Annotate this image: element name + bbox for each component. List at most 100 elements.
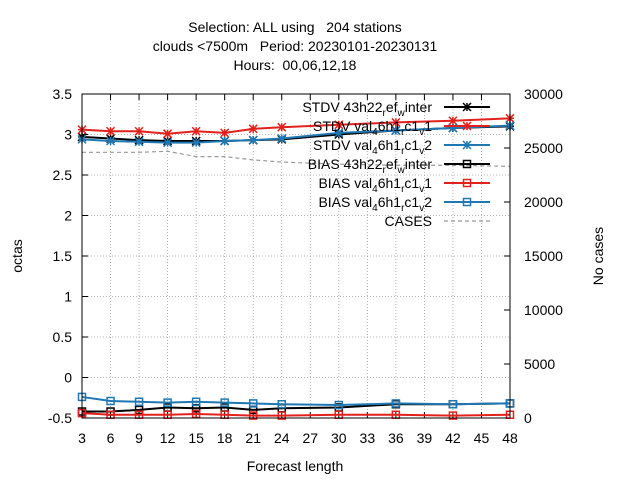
series-line <box>81 117 511 135</box>
series-5 <box>77 392 515 410</box>
y2-tick-label: 15000 <box>524 248 563 264</box>
data-point <box>220 128 230 138</box>
legend-entry: BIAS val46h1rc1v2 <box>318 194 490 214</box>
y2-tick-label: 25000 <box>524 140 563 156</box>
data-point <box>191 397 201 407</box>
data-point <box>248 135 258 145</box>
data-point <box>277 134 287 144</box>
x-tick-label: 24 <box>274 430 290 446</box>
y-tick-label: 3.5 <box>53 86 73 102</box>
data-point <box>248 124 258 134</box>
y-tick-label: 1 <box>64 289 72 305</box>
plot-frame <box>81 93 511 419</box>
data-point <box>334 120 344 130</box>
data-point <box>448 411 458 420</box>
legend-label: STDV 43h22refwinter <box>302 99 432 119</box>
series-layer <box>77 113 515 420</box>
data-point <box>391 125 401 135</box>
data-point <box>448 123 458 133</box>
x-tick-label: 48 <box>502 430 518 446</box>
data-point <box>277 399 286 409</box>
data-point <box>448 399 458 409</box>
data-point <box>277 122 287 132</box>
y-tick-label: 2 <box>64 208 72 224</box>
y-tick-label: 0 <box>64 370 72 386</box>
data-point <box>191 138 201 148</box>
y-tick-label: 0.5 <box>53 329 73 345</box>
x-tick-label: 6 <box>107 430 115 446</box>
legend-entry: CASES <box>385 213 490 229</box>
data-point <box>134 137 144 147</box>
y2-tick-label: 10000 <box>524 302 563 318</box>
y2-tick-label: 5000 <box>524 356 555 372</box>
x-axis: 3 6 9 12 15 18 21 24 27 30 33 36 39 42 45 48 <box>78 94 518 446</box>
legend-sample-marker <box>462 121 472 131</box>
series-1 <box>77 113 515 139</box>
legend-entry: STDV val46h1rc1v1 <box>313 118 490 138</box>
x-tick-label: 15 <box>188 430 204 446</box>
data-point <box>106 126 116 136</box>
series-2 <box>77 121 515 148</box>
legend-label: BIAS val46h1rc1v2 <box>318 194 432 214</box>
y-tick-label: 3 <box>64 127 72 143</box>
x-tick-label: 30 <box>331 430 347 446</box>
y-axis: -0.5 0 0.5 1 1.5 2 2.5 3 3.5 <box>48 86 88 426</box>
series-line <box>81 124 511 144</box>
legend-entry: STDV val46h1rc1v2 <box>313 137 490 157</box>
legend-sample-marker <box>462 197 472 207</box>
x-tick-label: 39 <box>417 430 433 446</box>
data-point <box>134 405 144 415</box>
legend-sample-marker <box>462 159 472 169</box>
data-point <box>448 116 458 126</box>
legend-label: BIAS val46h1rc1v1 <box>318 175 432 195</box>
y-tick-label: 2.5 <box>53 167 73 183</box>
legend-sample-marker <box>462 140 472 150</box>
x-tick-label: 3 <box>78 430 86 446</box>
legend-entry: STDV 43h22refwinter <box>302 99 490 119</box>
grid-lines <box>82 94 510 418</box>
legend-label: BIAS 43h22refwinter <box>308 156 433 176</box>
y2-tick-label: 0 <box>524 410 532 426</box>
data-point <box>106 136 116 146</box>
data-point <box>163 398 172 407</box>
x-tick-label: 9 <box>135 430 143 446</box>
data-point <box>134 397 144 407</box>
x-tick-label: 12 <box>160 430 176 446</box>
data-point <box>220 398 229 407</box>
y-tick-label: -0.5 <box>48 410 72 426</box>
x-tick-label: 27 <box>302 430 318 446</box>
legend-sample-marker <box>462 102 472 112</box>
y2-tick-label: 20000 <box>524 194 563 210</box>
y2-axis: 0 5000 10000 15000 20000 25000 30000 <box>504 86 563 426</box>
y-tick-label: 1.5 <box>53 248 73 264</box>
data-point <box>334 400 344 410</box>
x-axis-label: Forecast length <box>247 458 344 474</box>
data-point <box>191 409 201 419</box>
legend-label: STDV val46h1rc1v1 <box>313 118 432 138</box>
x-tick-label: 45 <box>474 430 490 446</box>
x-tick-label: 33 <box>360 430 376 446</box>
title-line-2: clouds <7500m Period: 20230101-20230131 <box>153 38 438 54</box>
chart-title: Selection: ALL using 204 stations clouds… <box>153 19 438 73</box>
y-axis-label: octas <box>9 239 25 272</box>
data-point <box>163 138 173 148</box>
data-point <box>220 136 230 146</box>
legend-label: CASES <box>385 213 432 229</box>
x-tick-label: 36 <box>388 430 404 446</box>
series-line <box>81 395 511 407</box>
y2-tick-label: 30000 <box>524 86 563 102</box>
series-line <box>81 412 511 417</box>
data-point <box>106 396 115 406</box>
series-6 <box>82 150 511 167</box>
legend-label: STDV val46h1rc1v2 <box>313 137 432 157</box>
legend-entry: BIAS 43h22refwinter <box>308 156 490 176</box>
x-tick-label: 42 <box>445 430 461 446</box>
x-tick-label: 21 <box>245 430 261 446</box>
legend-entry: BIAS val46h1rc1v1 <box>318 175 490 195</box>
title-line-1: Selection: ALL using 204 stations <box>188 19 402 35</box>
title-line-3: Hours: 00,06,12,18 <box>234 57 357 73</box>
data-point <box>334 128 344 138</box>
